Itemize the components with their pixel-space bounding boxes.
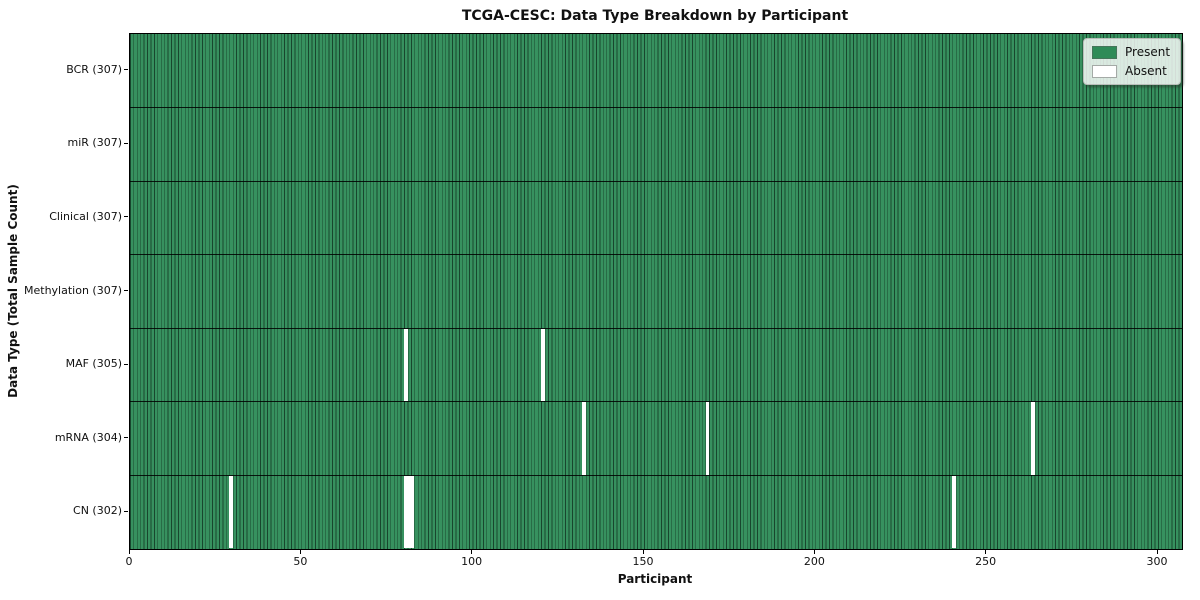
row-Clinical <box>130 181 1182 255</box>
y-tick-mark <box>124 437 128 439</box>
absent-cell-CN-29 <box>229 475 233 549</box>
y-tick-label: CN (302) <box>73 504 122 518</box>
absent-cell-MAF-80 <box>404 328 408 402</box>
x-tick-label: 100 <box>461 555 483 568</box>
plot-area <box>129 33 1183 550</box>
row-BCR <box>130 34 1182 108</box>
y-tick-label: MAF (305) <box>65 357 122 371</box>
row-separator <box>130 107 1182 109</box>
y-tick-mark <box>124 69 128 71</box>
chart-title: TCGA-CESC: Data Type Breakdown by Partic… <box>461 8 849 24</box>
x-tick-label: 300 <box>1146 555 1168 568</box>
absent-cell-CN-82 <box>410 475 415 549</box>
absent-cell-MAF-120 <box>541 328 545 402</box>
legend-swatch-absent <box>1092 64 1117 78</box>
y-tick-mark <box>124 290 128 291</box>
absent-cell-CN-80 <box>404 475 408 549</box>
legend-label: Present <box>1125 45 1171 59</box>
y-tick-label: miR (307) <box>67 136 123 150</box>
y-tick-mark <box>124 216 128 218</box>
row-MAF <box>130 328 1182 402</box>
row-miR <box>130 107 1182 182</box>
legend-swatch-present <box>1092 45 1117 59</box>
legend-label: Absent <box>1125 64 1167 78</box>
row-CN <box>130 475 1182 549</box>
row-separator <box>130 474 1182 476</box>
y-tick-label: mRNA (304) <box>54 430 122 444</box>
x-tick-label: 0 <box>125 555 133 568</box>
y-tick-mark <box>124 510 128 512</box>
x-tick-label: 200 <box>803 555 825 568</box>
x-axis-label: Participant <box>617 572 693 586</box>
y-tick-mark <box>124 363 128 365</box>
row-Methylation <box>130 254 1182 329</box>
absent-cell-mRNA-132 <box>582 402 586 475</box>
x-tick-mark <box>299 549 301 554</box>
legend-item-present: Present <box>1092 45 1170 59</box>
x-tick-mark <box>813 549 815 554</box>
x-tick-label: 250 <box>975 555 997 568</box>
x-tick-mark <box>1156 549 1158 554</box>
row-separator <box>130 401 1182 403</box>
y-tick-label: Clinical (307) <box>49 209 122 223</box>
absent-cell-CN-81 <box>407 475 411 549</box>
absent-cell-mRNA-263 <box>1031 402 1035 475</box>
y-tick-mark <box>124 142 128 144</box>
row-separator <box>130 180 1182 182</box>
x-tick-mark <box>128 549 130 554</box>
x-tick-mark <box>642 549 644 554</box>
y-tick-label: Methylation (307) <box>24 283 122 297</box>
row-separator <box>130 254 1182 256</box>
y-tick-label: BCR (307) <box>66 62 122 76</box>
legend-item-absent: Absent <box>1092 64 1170 78</box>
x-tick-mark <box>471 549 473 554</box>
row-mRNA <box>130 401 1182 476</box>
x-tick-mark <box>985 549 987 554</box>
absent-cell-mRNA-168 <box>705 402 710 475</box>
absent-cell-CN-240 <box>952 475 956 549</box>
legend: Present Absent <box>1083 38 1182 85</box>
row-separator <box>130 327 1182 329</box>
x-tick-label: 50 <box>293 555 308 568</box>
x-tick-label: 150 <box>632 555 654 568</box>
